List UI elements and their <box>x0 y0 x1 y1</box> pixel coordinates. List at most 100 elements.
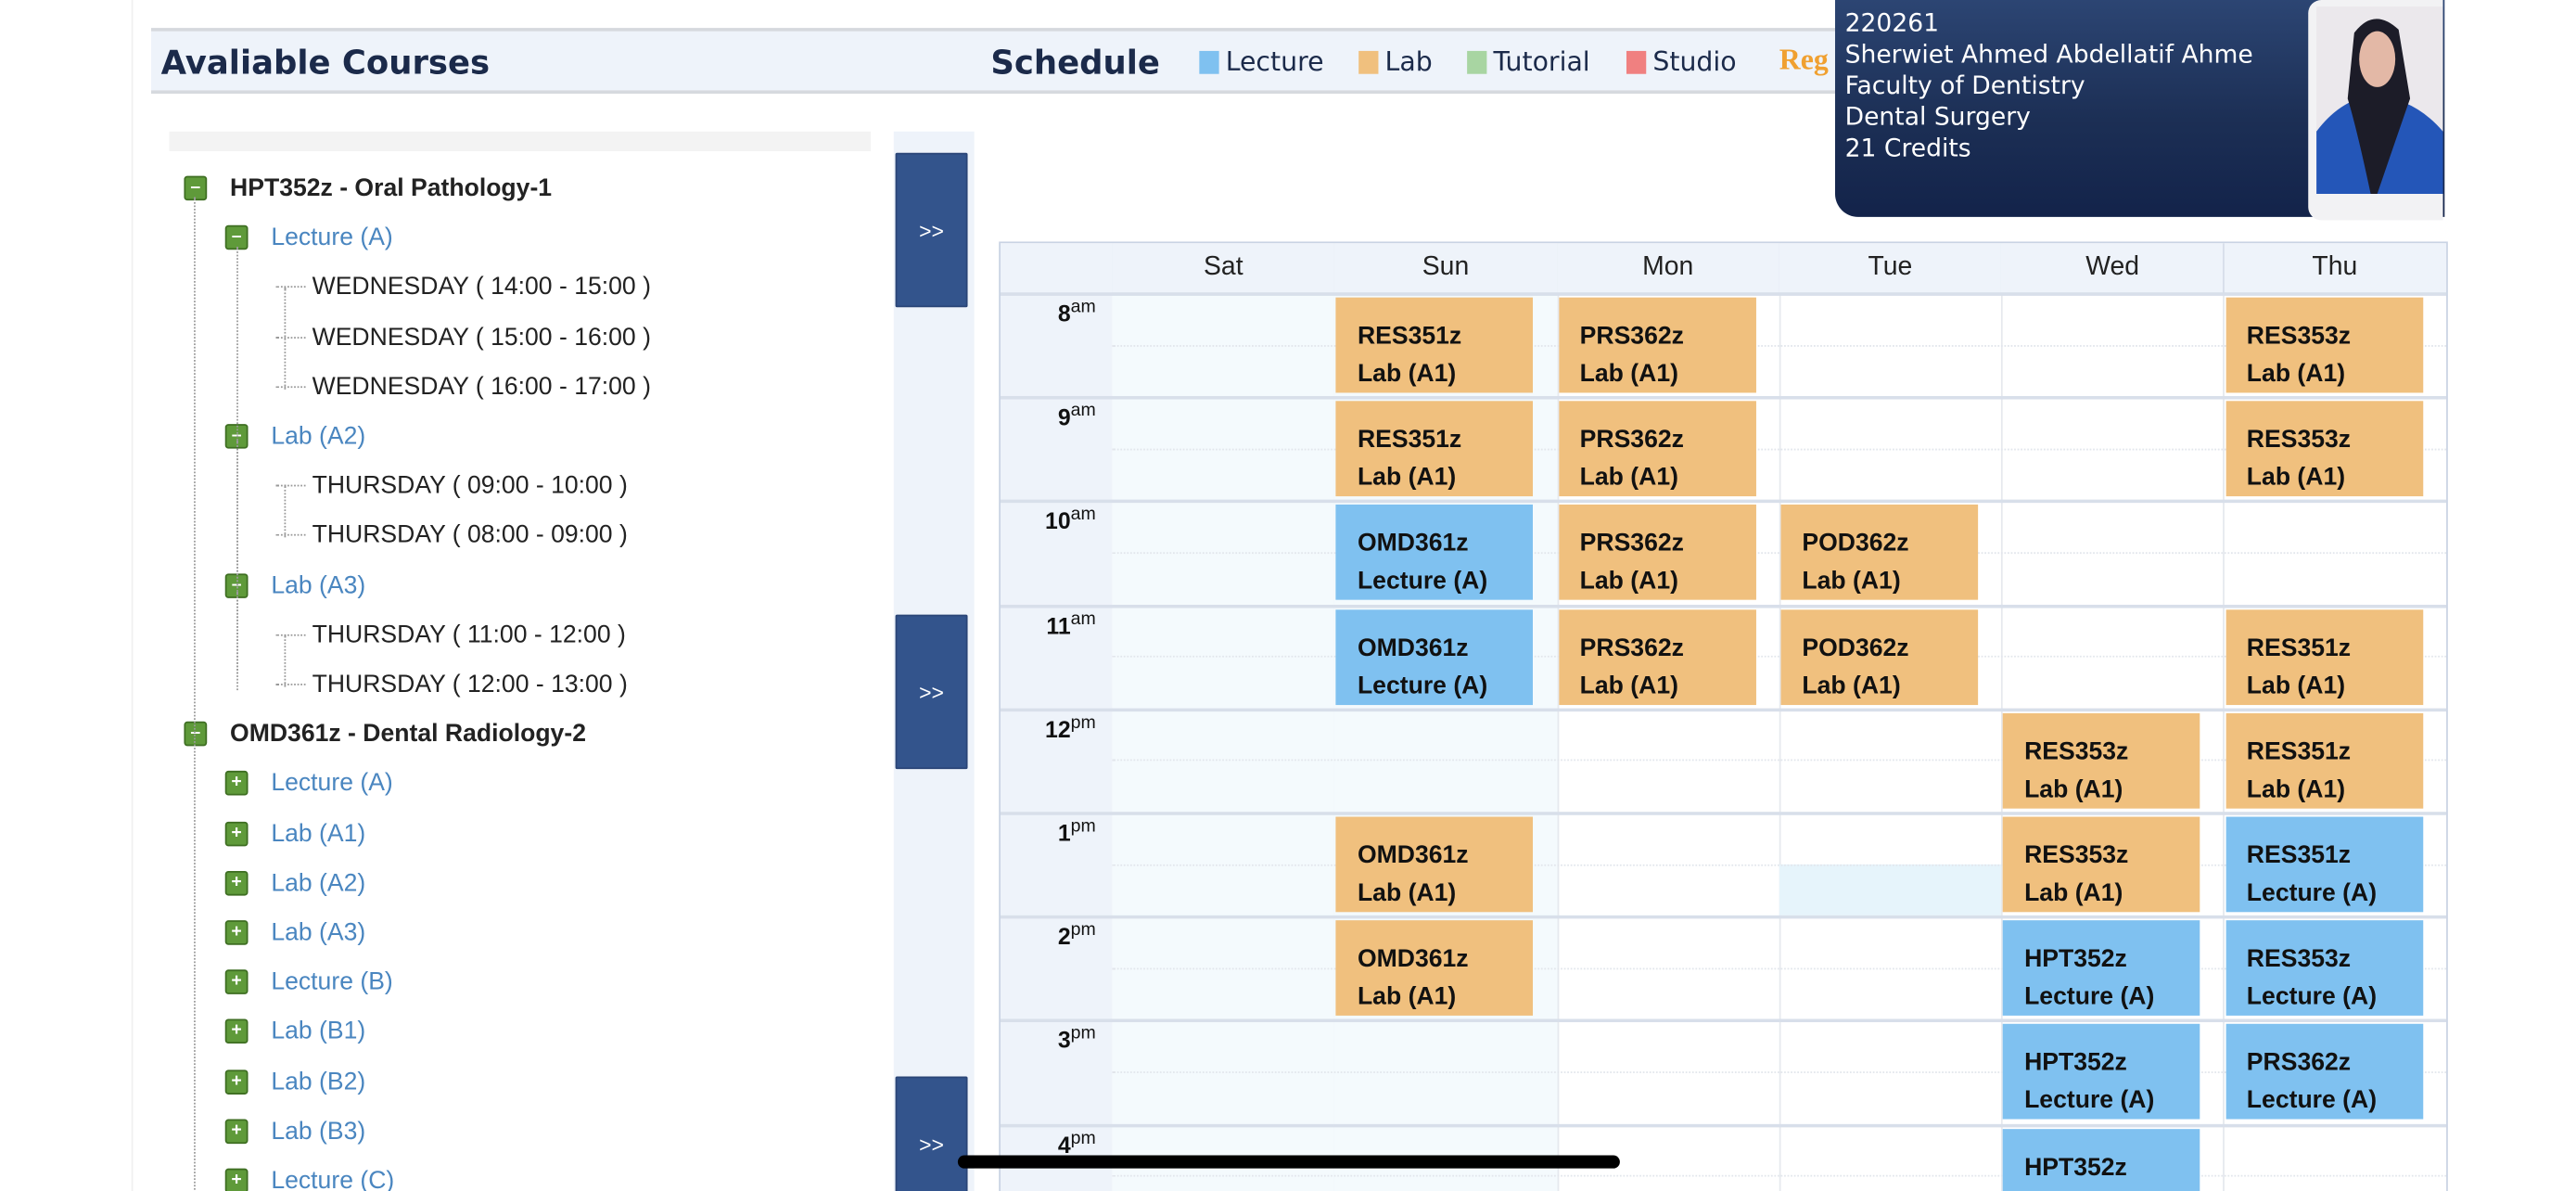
schedule-event[interactable]: RES353z Lab (A1) <box>2225 401 2423 497</box>
expand-icon[interactable]: + <box>224 1019 249 1044</box>
tree-node-label: THURSDAY ( 12:00 - 13:00 ) <box>312 670 628 698</box>
schedule-event[interactable]: PRS362z Lab (A1) <box>1558 505 1756 601</box>
tree-timeslot[interactable]: WEDNESDAY ( 15:00 - 16:00 ) <box>275 323 651 351</box>
day-column <box>1779 292 2004 1191</box>
add-course-button[interactable]: >> <box>895 1076 968 1191</box>
hour-number: 9 <box>1057 403 1071 430</box>
tree-section[interactable]: + Lab (A3) <box>224 918 365 946</box>
schedule-event[interactable]: PRS362z Lab (A1) <box>1558 401 1756 497</box>
tree-node-label: WEDNESDAY ( 14:00 - 15:00 ) <box>312 273 651 301</box>
tree-timeslot[interactable]: THURSDAY ( 11:00 - 12:00 ) <box>275 621 626 648</box>
schedule-event[interactable]: PRS362z Lab (A1) <box>1558 608 1756 705</box>
add-course-button[interactable]: >> <box>895 152 968 308</box>
hour-label: 8am <box>1001 298 1096 327</box>
day-header-sun: Sun <box>1334 243 1559 295</box>
student-faculty: Faculty of Dentistry <box>1844 70 2085 101</box>
schedule-event[interactable]: RES351z Lecture (A) <box>2225 816 2423 913</box>
event-code: HPT352z <box>2024 945 2127 974</box>
student-department: Dental Surgery <box>1844 101 2031 132</box>
tree-section[interactable]: + Lecture (C) <box>224 1167 394 1191</box>
hour-divider <box>1000 292 2447 296</box>
tree-timeslot[interactable]: THURSDAY ( 09:00 - 10:00 ) <box>275 471 628 500</box>
schedule-event[interactable]: HPT352z Lecture (A) <box>2003 1024 2200 1121</box>
expand-icon[interactable]: + <box>224 1119 249 1144</box>
register-link[interactable]: Reg <box>1779 43 1829 76</box>
tree-timeslot[interactable]: THURSDAY ( 08:00 - 09:00 ) <box>275 521 628 549</box>
schedule-event[interactable]: RES353z Lab (A1) <box>2003 816 2200 913</box>
tree-line <box>236 591 238 674</box>
schedule-event[interactable]: RES351z Lab (A1) <box>2225 608 2423 705</box>
tree-section[interactable]: – Lecture (A) <box>224 224 393 251</box>
expand-icon[interactable]: + <box>224 1168 249 1191</box>
schedule-event[interactable]: OMD361z Lab (A1) <box>1335 920 1534 1017</box>
hour-suffix: pm <box>1070 712 1096 733</box>
tree-timeslot[interactable]: WEDNESDAY ( 14:00 - 15:00 ) <box>275 273 651 301</box>
tree-line <box>284 288 287 390</box>
tree-section[interactable]: – Lab (A3) <box>224 571 365 599</box>
schedule-event[interactable]: OMD361z Lab (A1) <box>1335 816 1534 913</box>
half-hour-divider <box>1112 344 2447 347</box>
student-name: Sherwiet Ahmed Abdellatif Ahme <box>1844 39 2253 70</box>
event-group: Lab (A1) <box>2246 775 2346 804</box>
hour-label: 3pm <box>1001 1024 1096 1053</box>
tree-timeslot[interactable]: THURSDAY ( 12:00 - 13:00 ) <box>275 670 628 698</box>
schedule-event[interactable]: RES353z Lecture (A) <box>2225 920 2423 1017</box>
hour-number: 4 <box>1057 1131 1071 1158</box>
schedule-event[interactable]: RES351z Lab (A1) <box>1335 401 1534 497</box>
collapse-icon[interactable]: – <box>184 175 208 201</box>
schedule-event[interactable]: RES353z Lab (A1) <box>2003 712 2200 809</box>
tree-connector <box>275 385 306 388</box>
tree-section[interactable]: – Lab (A2) <box>224 422 365 450</box>
schedule-event[interactable]: RES353z Lab (A1) <box>2225 297 2423 393</box>
tree-section[interactable]: + Lab (A2) <box>224 868 366 897</box>
tree-section[interactable]: + Lecture (B) <box>224 968 393 996</box>
tree-section[interactable]: + Lab (A1) <box>224 819 365 847</box>
expand-icon[interactable]: + <box>224 920 249 945</box>
tree-node-label: THURSDAY ( 09:00 - 10:00 ) <box>312 471 628 500</box>
schedule-event[interactable]: PRS362z Lecture (A) <box>2225 1024 2423 1121</box>
tree-connector <box>275 484 306 487</box>
schedule-event[interactable]: RES351z Lab (A1) <box>1335 297 1534 393</box>
tree-line <box>194 197 196 1191</box>
tree-section[interactable]: + Lab (B1) <box>224 1018 366 1046</box>
tree-section[interactable]: + Lab (B3) <box>224 1117 365 1146</box>
header-bar: Avaliable Courses Schedule Lecture Lab T… <box>150 28 1860 94</box>
schedule-event[interactable]: OMD361z Lecture (A) <box>1335 505 1534 601</box>
half-hour-divider <box>1112 864 2447 865</box>
expand-icon[interactable]: + <box>224 821 249 846</box>
tree-course[interactable]: – OMD361z - Dental Radiology-2 <box>184 720 586 748</box>
tree-node-label: Lab (B1) <box>271 1018 366 1046</box>
tree-node-label: Lab (B2) <box>271 1067 366 1096</box>
schedule-event[interactable]: HPT352z Lecture (A) <box>2003 920 2200 1017</box>
expand-icon[interactable]: + <box>224 771 249 797</box>
tree-section[interactable]: + Lecture (A) <box>224 770 393 798</box>
add-course-button[interactable]: >> <box>895 614 968 770</box>
tree-timeslot[interactable]: WEDNESDAY ( 16:00 - 17:00 ) <box>275 373 651 401</box>
schedule-event[interactable]: PRS362z Lab (A1) <box>1558 297 1756 393</box>
day-header-mon: Mon <box>1556 243 1781 295</box>
schedule-event[interactable]: POD362z Lab (A1) <box>1780 505 1978 601</box>
hour-suffix: pm <box>1070 816 1096 837</box>
day-header-wed: Wed <box>2001 243 2225 295</box>
collapse-icon[interactable]: – <box>224 225 249 250</box>
home-indicator <box>957 1155 1620 1169</box>
selected-slot[interactable] <box>1779 864 2002 916</box>
expand-icon[interactable]: + <box>224 1069 249 1095</box>
tree-node-label: Lab (A2) <box>271 868 366 897</box>
event-group: Lab (A1) <box>2246 463 2346 493</box>
schedule-event[interactable]: HPT352z Lecture (A) <box>2003 1128 2200 1191</box>
tree-section[interactable]: + Lab (B2) <box>224 1067 366 1096</box>
schedule-event[interactable]: OMD361z Lecture (A) <box>1335 608 1534 705</box>
schedule-event[interactable]: RES351z Lab (A1) <box>2225 712 2423 809</box>
schedule-event[interactable]: POD362z Lab (A1) <box>1780 608 1978 705</box>
tree-node-label: HPT352z - Oral Pathology-1 <box>230 173 553 202</box>
event-group: Lab (A1) <box>1357 463 1457 493</box>
half-hour-divider <box>1112 448 2447 451</box>
day-header-thu: Thu <box>2223 243 2447 295</box>
event-code: POD362z <box>1802 530 1909 558</box>
half-hour-divider <box>1112 656 2447 659</box>
tree-course[interactable]: – HPT352z - Oral Pathology-1 <box>184 174 552 202</box>
expand-icon[interactable]: + <box>224 969 249 995</box>
collapse-icon[interactable]: – <box>184 722 208 747</box>
expand-icon[interactable]: + <box>224 870 249 896</box>
